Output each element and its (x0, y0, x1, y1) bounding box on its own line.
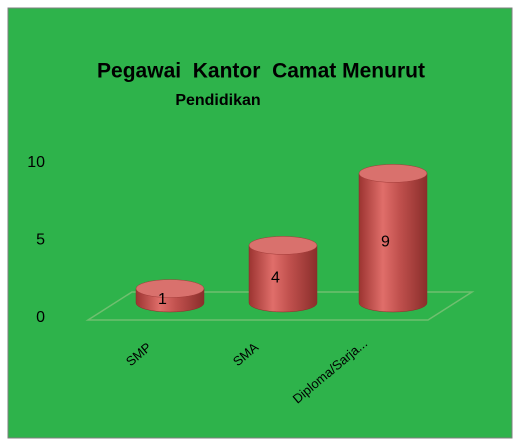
cylinder-top (135, 279, 205, 298)
floor (85, 291, 475, 321)
y-tick-label: 10 (27, 154, 45, 171)
y-tick-label: 5 (36, 232, 45, 249)
cylinder-top (358, 164, 428, 183)
chart-subtitle: Pendidikan (175, 92, 260, 109)
value-label: 9 (381, 233, 390, 250)
y-tick-label: 0 (36, 309, 45, 326)
plot-background (7, 7, 513, 439)
cylinder-body (358, 173, 428, 313)
cylinder-top (248, 236, 318, 255)
cylinder-body (248, 245, 318, 313)
value-label: 1 (158, 291, 167, 308)
chart-title: Pegawai Kantor Camat Menurut (97, 60, 425, 83)
bar (248, 236, 318, 313)
bar (358, 164, 428, 313)
bar (135, 279, 205, 313)
value-label: 4 (271, 269, 280, 286)
